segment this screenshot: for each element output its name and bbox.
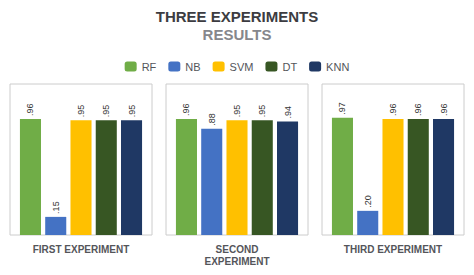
svg-text:THIRD EXPERIMENT: THIRD EXPERIMENT (344, 244, 442, 255)
svg-text:FIRST EXPERIMENT: FIRST EXPERIMENT (33, 244, 130, 255)
svg-text:NB: NB (185, 61, 200, 73)
svg-text:.96: .96 (181, 104, 191, 117)
svg-text:.95: .95 (101, 105, 111, 118)
svg-text:.97: .97 (337, 102, 347, 115)
svg-text:KNN: KNN (326, 61, 349, 73)
svg-text:.94: .94 (283, 106, 293, 119)
svg-text:.96: .96 (439, 104, 449, 117)
svg-text:.95: .95 (232, 105, 242, 118)
svg-text:.96: .96 (25, 104, 35, 117)
svg-text:.95: .95 (257, 105, 267, 118)
svg-text:.20: .20 (363, 195, 373, 208)
svg-text:.96: .96 (413, 104, 423, 117)
svg-text:RF: RF (142, 61, 157, 73)
svg-text:.95: .95 (127, 105, 137, 118)
svg-text:.15: .15 (51, 201, 61, 214)
svg-text:SECOND: SECOND (216, 244, 259, 255)
svg-text:RESULTS: RESULTS (203, 26, 272, 43)
svg-text:EXPERIMENT: EXPERIMENT (204, 256, 269, 267)
svg-text:.88: .88 (207, 113, 217, 126)
svg-text:SVM: SVM (230, 61, 254, 73)
svg-text:DT: DT (282, 61, 297, 73)
svg-text:.95: .95 (76, 105, 86, 118)
svg-text:.96: .96 (388, 104, 398, 117)
svg-text:THREE EXPERIMENTS: THREE EXPERIMENTS (156, 8, 319, 25)
